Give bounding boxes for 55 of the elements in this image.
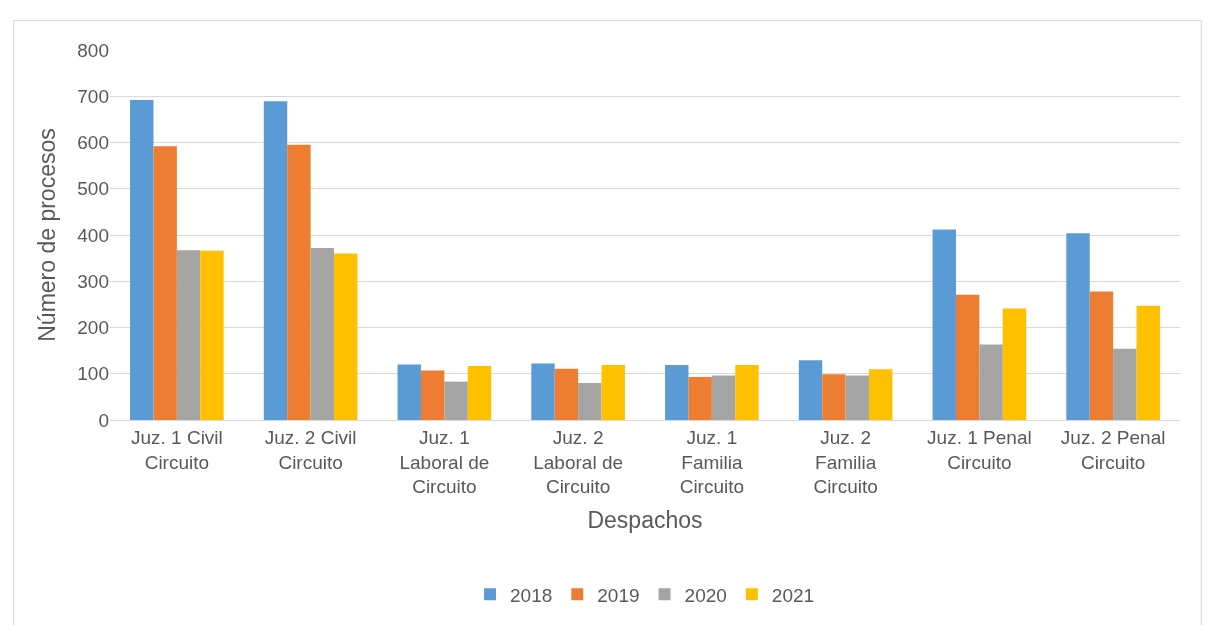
x-tick-label: Juz. 1 Penal Circuito <box>927 426 1032 473</box>
x-tick-label: Juz. 1 Laboral de Circuito <box>399 426 490 498</box>
bar <box>578 383 602 420</box>
bar <box>554 368 579 420</box>
bar <box>1113 348 1137 420</box>
legend-label: 2021 <box>771 584 815 606</box>
bar <box>688 376 712 420</box>
y-tick-label: 700 <box>77 85 109 107</box>
x-tick-label: Juz. 2 Laboral de Circuito <box>533 426 624 498</box>
bar <box>601 364 625 420</box>
bar <box>1002 308 1027 420</box>
y-tick-label: 100 <box>77 363 109 385</box>
bar <box>397 364 421 420</box>
bar <box>979 344 1003 420</box>
bar <box>1089 291 1114 420</box>
bar <box>531 363 555 420</box>
bar <box>869 369 893 420</box>
bar <box>1136 305 1160 420</box>
bar <box>1066 233 1090 420</box>
bar <box>955 294 980 420</box>
x-tick-label: Juz. 2 Civil Circuito <box>264 426 357 473</box>
bar <box>822 374 846 420</box>
y-tick-label: 0 <box>98 409 109 431</box>
y-tick-label: 800 <box>77 39 109 61</box>
bar <box>845 375 870 420</box>
bar <box>467 365 492 420</box>
y-tick-label: 400 <box>77 224 109 246</box>
bar <box>711 375 736 420</box>
bar <box>287 144 311 420</box>
y-tick-label: 300 <box>77 270 109 292</box>
x-tick-label: Juz. 2 Familia Circuito <box>813 426 878 498</box>
bar <box>310 247 335 420</box>
bar <box>263 101 288 420</box>
bar <box>444 381 468 420</box>
x-tick-label: Juz. 1 Familia Circuito <box>679 426 745 498</box>
bar <box>735 364 759 420</box>
legend-label: 2019 <box>597 584 640 606</box>
bar <box>334 253 358 420</box>
y-tick-label: 500 <box>77 178 109 200</box>
bar <box>176 250 201 420</box>
y-tick-label: 600 <box>77 132 109 154</box>
bar <box>665 364 689 420</box>
bar <box>130 99 154 420</box>
y-tick-label: 200 <box>77 317 109 339</box>
legend-label: 2020 <box>684 584 727 606</box>
x-tick-label: Juz. 2 Penal Circuito <box>1060 426 1166 473</box>
bar <box>420 370 445 420</box>
bar <box>798 360 823 420</box>
bar <box>932 229 956 420</box>
x-tick-label: Juz. 1 Civil Circuito <box>130 426 223 473</box>
bar <box>153 146 177 420</box>
x-axis-title: Despachos <box>587 506 703 533</box>
legend-label: 2018 <box>510 584 553 606</box>
bar <box>200 250 224 420</box>
y-axis-title: Número de procesos <box>33 128 60 342</box>
